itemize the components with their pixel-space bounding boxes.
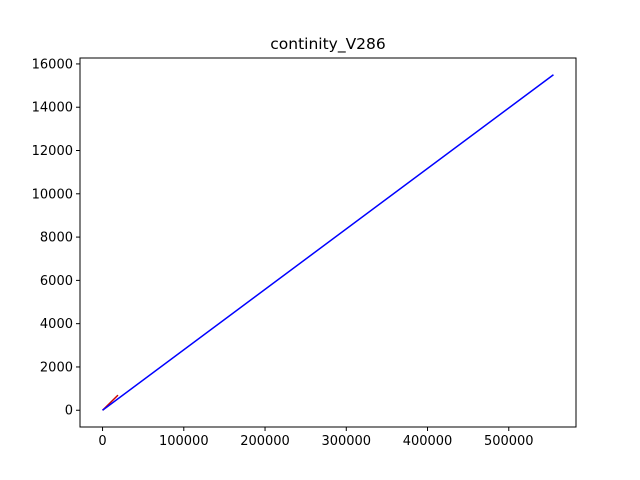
y-tick-label: 6000 (40, 274, 73, 289)
chart-title: continity_V286 (270, 35, 386, 54)
x-tick-label: 500000 (484, 434, 534, 449)
series-line-2 (102, 74, 554, 411)
plot-area-frame (79, 57, 577, 428)
y-tick-label: 10000 (32, 187, 73, 202)
x-tick-label: 200000 (240, 434, 290, 449)
y-axis-ticks: 0 2000 4000 6000 8000 10000 12000 14000 16000 (32, 57, 80, 419)
x-tick-label: 300000 (321, 434, 371, 449)
y-tick-label: 12000 (32, 144, 73, 159)
y-tick-label: 16000 (32, 57, 73, 72)
x-tick-label: 400000 (403, 434, 453, 449)
y-tick-label: 0 (65, 404, 73, 419)
y-tick-label: 4000 (40, 317, 73, 332)
y-tick-label: 14000 (32, 101, 73, 116)
series-layer (102, 74, 554, 411)
y-tick-label: 8000 (40, 231, 73, 246)
x-axis-ticks: 0 100000 200000 300000 400000 500000 (98, 427, 534, 449)
x-tick-label: 100000 (159, 434, 209, 449)
y-tick-label: 2000 (40, 360, 73, 375)
x-tick-label: 0 (98, 434, 106, 449)
